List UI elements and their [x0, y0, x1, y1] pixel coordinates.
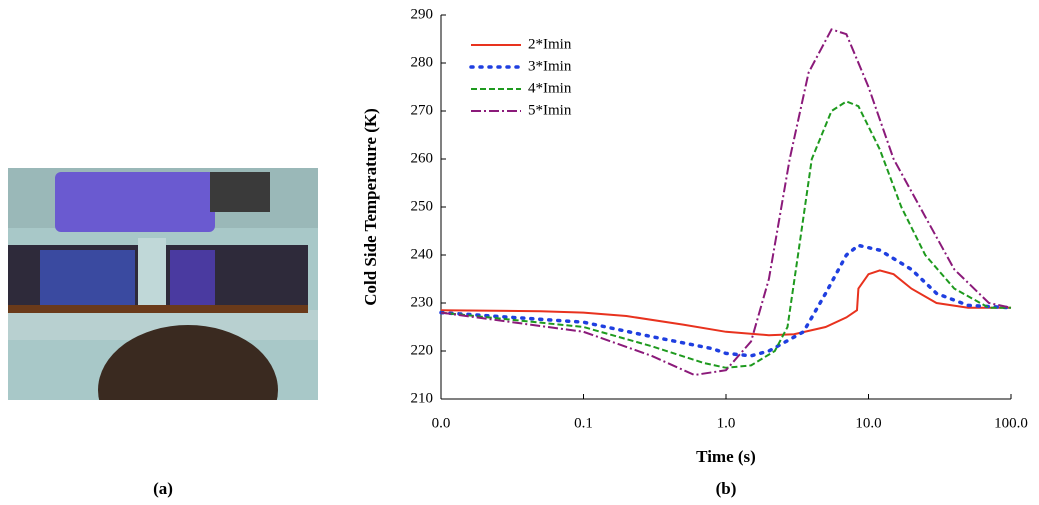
y-tick-label: 220	[411, 342, 434, 358]
y-tick-label: 290	[411, 6, 434, 22]
y-tick-label: 210	[411, 390, 434, 406]
legend-label: 2*Imin	[528, 36, 572, 52]
legend-label: 4*Imin	[528, 80, 572, 96]
y-tick-label: 280	[411, 54, 434, 70]
photo	[8, 168, 320, 500]
y-tick-label: 230	[411, 294, 434, 310]
line	[439, 243, 1013, 358]
line	[440, 269, 1011, 337]
y-axis-label: Cold Side Temperature (K)	[361, 108, 380, 306]
x-tick-label: 100.0	[994, 415, 1028, 431]
y-tick-label: 250	[411, 198, 434, 214]
legend-label: 3*Imin	[528, 58, 572, 74]
legend-label: 5*Imin	[528, 102, 572, 118]
line	[440, 28, 1012, 377]
line	[440, 100, 1011, 369]
panel-label: (a)	[153, 479, 173, 498]
x-axis-label: Time (s)	[696, 447, 756, 466]
x-tick-label: 0.1	[574, 415, 593, 431]
x-tick-label: 10.0	[855, 415, 881, 431]
y-tick-label: 260	[411, 150, 434, 166]
y-tick-label: 240	[411, 246, 434, 262]
panel-label: (b)	[716, 479, 737, 498]
x-tick-label: 0.0	[432, 415, 451, 431]
y-tick-label: 270	[411, 102, 434, 118]
x-tick-label: 1.0	[717, 415, 736, 431]
